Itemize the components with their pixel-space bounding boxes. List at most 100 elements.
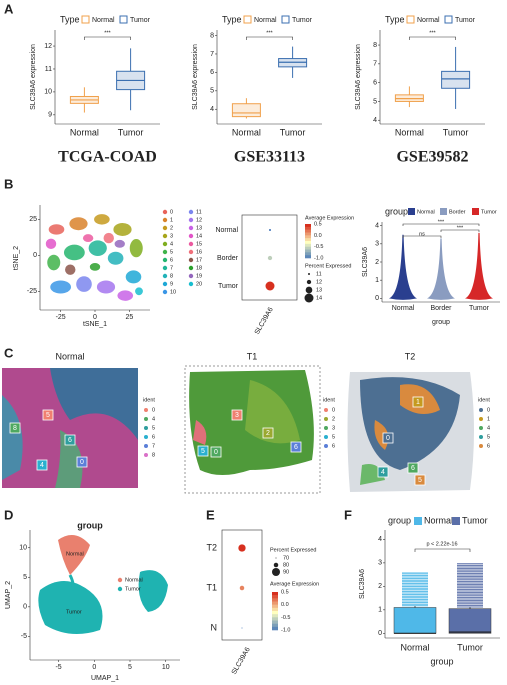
legend-swatch [162,225,168,231]
spot-label: 0 [214,449,218,456]
cluster-blob [107,251,124,265]
umap-cells [38,535,168,634]
colorbar [272,607,278,612]
spot-label: 4 [381,469,385,476]
y-tick-label: 10 [19,545,27,552]
colorbar [272,626,278,631]
box [448,608,492,634]
y-tick-label: 8 [210,32,214,39]
legend-label: 11 [316,271,322,277]
cluster-blob [47,254,61,271]
legend-label: Normal [92,17,115,24]
legend-swatch [188,209,194,215]
y-tick-label: 5 [23,574,27,581]
legend-label: Normal [254,17,277,24]
spot-label: 5 [201,448,205,455]
x-tick-label: 5 [128,664,132,671]
colorbar [305,238,311,242]
legend-swatch [440,208,447,215]
legend-label: 19 [196,273,202,279]
panel-label: D [4,507,13,522]
x-tick-label: Normal [392,305,415,312]
legend-label: Tumor [125,586,141,592]
y-tick-label: 25 [29,216,37,223]
legend-swatch [188,265,194,271]
legend-label: 6 [332,443,335,449]
y-axis-label: SLC39A6 [359,569,366,599]
significance: *** [266,30,273,36]
legend-label: 13 [316,287,322,293]
spatial-normal [2,368,138,488]
legend-label: 9 [170,281,173,287]
significance: p < 2.22e-16 [426,541,457,547]
x-tick-label: Tumor [118,127,144,137]
legend-swatch [188,233,194,239]
chart-title: group [77,520,103,530]
x-axis-label: group [432,319,450,326]
y-tick-label: 6 [373,79,377,86]
colorbar [305,226,311,230]
legend-swatch [479,417,483,421]
x-tick-label: Normal [395,127,424,137]
x-tick-label: SLC39A6 [231,646,252,676]
legend-title: ident [323,397,335,403]
legend-label: 17 [196,257,202,263]
dot [241,627,243,629]
y-tick-label: 7 [210,51,214,58]
legend-swatch [324,408,328,412]
legend-label: 0.0 [281,602,289,608]
x-tick-label: Tumor [280,127,306,137]
legend-swatch [452,517,460,525]
legend-label: 20 [196,281,202,287]
sig-bracket [414,548,471,552]
colorbar [272,604,278,609]
legend-swatch [479,444,483,448]
significance: *** [457,225,464,231]
spot-label-box [377,466,389,478]
x-tick-label: Border [430,305,452,312]
legend-swatch [479,435,483,439]
cluster-blob [88,240,107,256]
legend-label: -0.5 [281,615,290,621]
legend-label: 1 [170,217,173,223]
legend-label: 2 [332,416,335,422]
x-tick-label: Tumor [457,642,483,652]
legend-label: -0.5 [314,244,323,250]
spot-label: 2 [266,430,270,437]
x-tick-label: Normal [70,127,99,137]
cluster-blob [65,264,76,275]
x-axis-label: tSNE_1 [83,321,107,328]
x-tick-label: Tumor [443,127,469,137]
legend-label: Normal [417,209,435,215]
y-tick-label: 2 [378,583,382,590]
legend-label: 18 [196,265,202,271]
legend-label: 1 [487,416,490,422]
legend-label: 6 [487,443,490,449]
y-tick-label: 4 [375,222,379,229]
legend-label: 5 [152,425,155,431]
y-tick-label: 4 [373,117,377,124]
cluster-annotation: Normal [66,551,84,557]
box [231,103,261,118]
spot-label-box [262,427,274,439]
legend-swatch [188,257,194,263]
legend-label: 0.5 [314,221,322,227]
colorbar [305,252,311,256]
spot-label-box [64,434,76,446]
legend-label: 6 [170,257,173,263]
legend-swatch [188,273,194,279]
legend-title: ident [143,397,155,403]
legend-swatch [144,426,148,430]
legend-swatch [162,257,168,263]
spot-label-box [414,474,426,486]
x-tick-label: Tumor [469,305,490,312]
y-tick-label: 3 [378,560,382,567]
legend-label: 16 [196,249,202,255]
cluster-blob [63,244,85,261]
spatial-t2 [347,372,474,492]
legend-title: Type [60,14,80,24]
significance: ns [419,231,425,237]
y-axis-label: tSNE_2 [13,246,20,270]
legend-title: Percent Expressed [305,263,351,269]
